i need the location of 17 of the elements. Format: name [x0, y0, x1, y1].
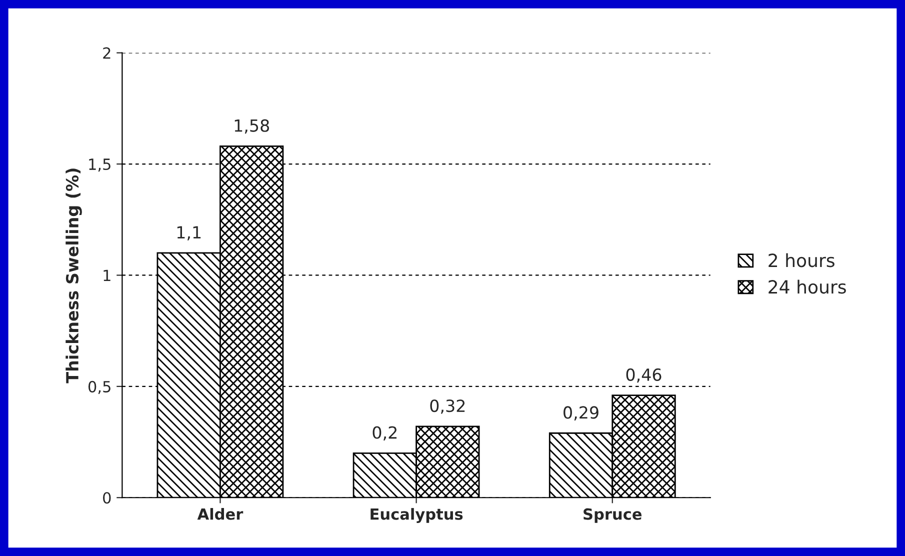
- legend-label: 24 hours: [768, 280, 846, 294]
- y-tick-label: 1,5: [89, 158, 110, 172]
- y-tick-label: 0,5: [88, 380, 110, 394]
- x-tick-label: Alder: [197, 508, 244, 520]
- y-axis-title: Thickness Swelling (%): [66, 168, 82, 384]
- y-tick-label: 0: [103, 492, 111, 504]
- data-label: 0,2: [372, 426, 397, 440]
- y-tick-label: 2: [103, 47, 110, 59]
- legend-label: 2 hours: [768, 253, 834, 268]
- data-label: 0,29: [564, 406, 598, 420]
- data-label: 0,32: [430, 400, 465, 414]
- y-tick-label: 1: [104, 270, 110, 282]
- x-tick-label: Spruce: [584, 508, 642, 523]
- data-label: 1,58: [234, 119, 270, 134]
- data-label: 0,46: [626, 368, 662, 383]
- x-tick-label: Eucalyptus: [370, 508, 463, 523]
- data-label: 1,1: [177, 226, 201, 240]
